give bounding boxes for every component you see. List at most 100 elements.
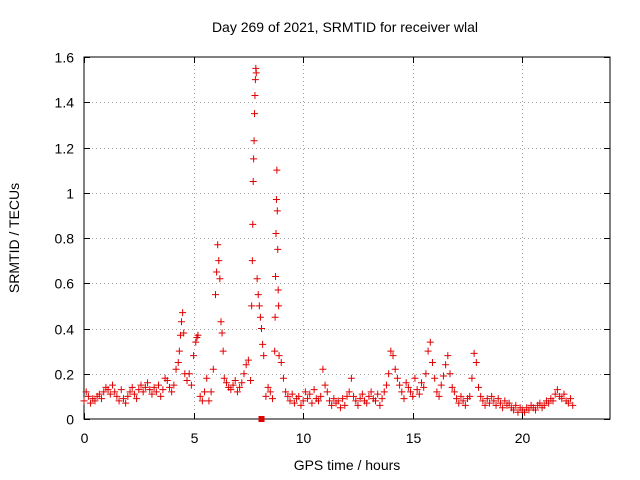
data-point	[330, 395, 338, 403]
data-point	[453, 395, 461, 403]
data-point	[250, 137, 258, 145]
data-point	[336, 404, 344, 412]
data-point	[295, 392, 303, 400]
data-point	[413, 386, 421, 394]
data-point	[196, 392, 204, 400]
y-tick-label: 1.4	[55, 95, 75, 111]
data-point	[117, 386, 125, 394]
data-point	[492, 401, 500, 409]
data-point	[229, 381, 237, 389]
data-point	[558, 395, 566, 403]
data-point	[354, 401, 362, 409]
data-point	[260, 352, 268, 360]
data-point	[299, 397, 307, 405]
data-point	[264, 383, 272, 391]
data-point	[141, 383, 149, 391]
data-point	[163, 377, 171, 385]
y-tick-label: 1.6	[55, 50, 75, 66]
data-point	[437, 381, 445, 389]
y-tick-label: 0.6	[55, 276, 75, 292]
x-axis-label: GPS time / hours	[294, 457, 401, 473]
y-tick-label: 0.4	[55, 322, 75, 338]
data-point	[461, 401, 469, 409]
data-point	[282, 388, 290, 396]
data-point	[350, 392, 358, 400]
data-point	[310, 386, 318, 394]
data-point	[273, 166, 281, 174]
data-point	[218, 329, 226, 337]
x-tick-label: 10	[296, 430, 312, 446]
data-point	[391, 365, 399, 373]
data-point	[98, 395, 106, 403]
data-point	[203, 374, 211, 382]
data-point	[115, 397, 123, 405]
data-point	[426, 338, 434, 346]
data-point	[385, 370, 393, 378]
data-point	[499, 404, 507, 412]
data-point	[159, 386, 167, 394]
data-point	[400, 395, 408, 403]
data-point	[431, 374, 439, 382]
data-point	[84, 392, 92, 400]
data-point	[367, 388, 375, 396]
data-point	[365, 392, 373, 400]
data-point	[564, 399, 572, 407]
data-point	[433, 388, 441, 396]
data-point	[422, 370, 430, 378]
data-point	[209, 365, 217, 373]
data-point	[277, 358, 285, 366]
data-point	[455, 399, 463, 407]
data-point	[325, 397, 333, 405]
data-point	[376, 401, 384, 409]
data-point	[459, 397, 467, 405]
data-point	[286, 397, 294, 405]
data-point	[446, 370, 454, 378]
data-point	[185, 370, 193, 378]
data-point	[233, 388, 241, 396]
data-point	[253, 275, 261, 283]
data-point	[259, 340, 267, 348]
data-point	[393, 374, 401, 382]
data-point	[494, 395, 502, 403]
data-point	[545, 399, 553, 407]
data-point	[274, 245, 282, 253]
data-point	[187, 381, 195, 389]
data-point	[219, 347, 227, 355]
data-point	[247, 377, 255, 385]
data-point	[345, 388, 353, 396]
data-point	[301, 388, 309, 396]
data-point	[404, 383, 412, 391]
outlier-marker	[258, 416, 265, 422]
data-point	[341, 401, 349, 409]
data-point	[483, 395, 491, 403]
data-point	[549, 397, 557, 405]
data-point	[457, 392, 465, 400]
data-point	[148, 390, 156, 398]
data-point	[521, 408, 529, 416]
data-point	[251, 91, 259, 99]
data-point	[273, 207, 281, 215]
data-point	[352, 397, 360, 405]
data-point	[444, 352, 452, 360]
data-point	[356, 395, 364, 403]
data-point	[358, 390, 366, 398]
data-point	[111, 388, 119, 396]
data-point	[198, 397, 206, 405]
data-point	[250, 155, 258, 163]
data-point	[420, 383, 428, 391]
data-point	[215, 257, 223, 265]
data-point	[113, 392, 121, 400]
data-point	[477, 392, 485, 400]
data-point	[496, 399, 504, 407]
data-point	[168, 388, 176, 396]
data-point	[501, 397, 509, 405]
x-tick-labels: 0 5 10 15 20	[81, 430, 531, 446]
data-point	[328, 401, 336, 409]
data-point	[271, 347, 279, 355]
data-point	[560, 390, 568, 398]
data-point	[343, 392, 351, 400]
data-point	[220, 374, 228, 382]
plot-frame	[83, 56, 611, 420]
y-axis-label: SRMTID / TECUs	[6, 183, 22, 293]
data-point	[321, 381, 329, 389]
